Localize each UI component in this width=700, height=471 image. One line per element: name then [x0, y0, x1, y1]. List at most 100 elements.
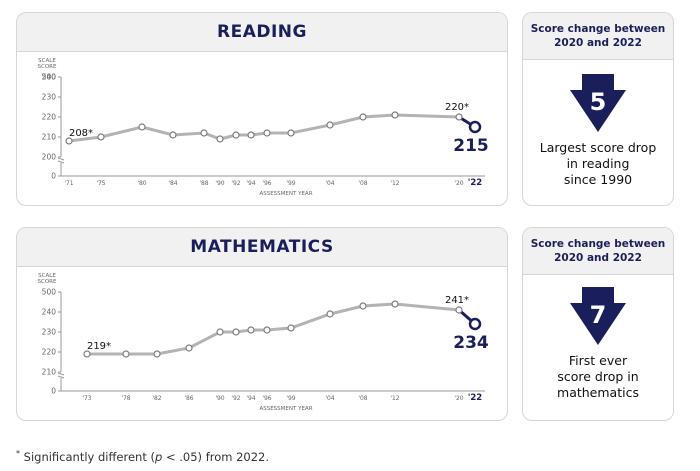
math-y-tick-label: 500 [42, 288, 57, 297]
math-label-prev: 241* [445, 295, 469, 306]
math-change-value: 7 [590, 301, 607, 329]
reading-data-point [263, 129, 271, 137]
math-y-tick-label: 230 [42, 328, 57, 337]
reading-x-tick-label: '94 [246, 180, 255, 187]
reading-x-tick-label: '20 [454, 180, 463, 187]
reading-data-point [359, 113, 367, 121]
math-data-point [391, 300, 399, 308]
reading-label-first: 208* [69, 128, 93, 139]
math-chart-panel: MATHEMATICS SCALE SCORE 0 210 220 230 240 500 '7… [16, 227, 508, 421]
math-axis-break-mark [57, 375, 65, 379]
reading-x-tick-label: '80 [137, 180, 146, 187]
math-y-tick-label: 0 [51, 387, 56, 396]
reading-y-tick-label: 200 [42, 153, 57, 162]
reading-change-header-line2: 2020 and 2022 [554, 37, 642, 49]
reading-x-tick-label: '92 [231, 180, 240, 187]
math-data-point [122, 350, 130, 358]
reading-y-tick-label: 210 [42, 133, 57, 142]
math-change-header-line1: Score change between [530, 238, 666, 250]
reading-change-header: Score change between 2020 and 2022 [523, 13, 673, 60]
reading-data-point [216, 135, 224, 143]
math-data-point [359, 302, 367, 310]
reading-y-tick-label: 230 [42, 93, 57, 102]
reading-data-point [169, 131, 177, 139]
reading-title: READING [217, 22, 307, 42]
reading-axis-break-mark [57, 157, 65, 161]
math-change-note: First ever score drop in mathematics [523, 353, 673, 401]
reading-data-point [455, 113, 463, 121]
math-x-tick-label: '12 [390, 395, 399, 402]
reading-series-line [68, 113, 460, 143]
math-data-point [287, 324, 295, 332]
reading-change-note: Largest score drop in reading since 1990 [523, 140, 673, 188]
reading-data-point [247, 131, 255, 139]
reading-data-point [326, 121, 334, 129]
reading-change-body: 5 Largest score drop in reading since 19… [523, 60, 673, 205]
reading-data-point [97, 133, 105, 141]
math-x-tick-label: '04 [325, 395, 334, 402]
reading-data-point-last [468, 120, 482, 134]
reading-label-prev: 220* [445, 102, 469, 113]
reading-xlabel: ASSESSMENT YEAR [259, 191, 312, 197]
math-data-point [232, 328, 240, 336]
math-note-line1: First ever [568, 353, 628, 368]
reading-panel-header: READING [17, 13, 507, 52]
math-x-tick-label: '82 [152, 395, 161, 402]
math-y-tick-label: 220 [42, 348, 57, 357]
reading-x-tick-label: '84 [168, 180, 177, 187]
reading-change-panel: Score change between 2020 and 2022 5 Lar… [522, 12, 674, 206]
reading-x-tick-label: '99 [286, 180, 295, 187]
reading-note-line1: Largest score drop [539, 140, 657, 155]
math-change-body: 7 First ever score drop in mathematics [523, 275, 673, 420]
reading-data-point [232, 131, 240, 139]
reading-label-last: 215 [453, 136, 489, 156]
math-label-first: 219* [87, 341, 111, 352]
math-axis-break-mark [57, 372, 65, 376]
math-data-point [326, 310, 334, 318]
reading-x-tick-label: '12 [390, 180, 399, 187]
footnote-pre: Significantly different ( [20, 449, 155, 464]
reading-data-point [287, 129, 295, 137]
math-data-point-last [468, 317, 482, 331]
math-x-tick-label: '22 [468, 393, 483, 403]
math-title: MATHEMATICS [190, 237, 334, 257]
footnote: * Significantly different (p < .05) from… [16, 449, 269, 464]
reading-x-tick-label: '71 [64, 180, 73, 187]
math-x-tick-label: '86 [184, 395, 193, 402]
math-data-point [455, 306, 463, 314]
reading-chart-panel: READING SCALE SCORE 0 200 210 220 230 240 500 '71… [16, 12, 508, 206]
reading-x-tick-label: '22 [468, 178, 483, 188]
math-x-tick-label: '99 [286, 395, 295, 402]
reading-y-tick-label: 220 [42, 113, 57, 122]
reading-y-tick-label: 240 [42, 73, 57, 82]
math-x-tick-label: '08 [358, 395, 367, 402]
math-label-last: 234 [453, 333, 489, 353]
math-x-tick-label: '73 [82, 395, 91, 402]
reading-x-tick-label: '04 [325, 180, 334, 187]
math-down-arrow-icon: 7 [568, 287, 628, 347]
math-ylabel-line2: SCORE [38, 279, 57, 285]
math-data-point [153, 350, 161, 358]
reading-ylabel-line1: SCALE [38, 58, 56, 64]
reading-data-point [391, 111, 399, 119]
reading-y-tick-label: 500 [42, 73, 57, 82]
math-data-point [216, 328, 224, 336]
reading-data-point [138, 123, 146, 131]
math-note-line3: mathematics [557, 385, 639, 400]
reading-note-line3: since 1990 [563, 172, 633, 187]
reading-x-tick-label: '88 [199, 180, 208, 187]
footnote-p: p [155, 449, 163, 464]
math-change-header-line2: 2020 and 2022 [554, 252, 642, 264]
reading-x-tick-label: '08 [358, 180, 367, 187]
math-data-point [247, 326, 255, 334]
math-series-line [87, 302, 460, 356]
reading-down-arrow-icon: 5 [568, 74, 628, 134]
math-x-tick-label: '20 [454, 395, 463, 402]
math-ylabel-line1: SCALE [38, 273, 56, 279]
math-y-tick-label: 210 [42, 368, 57, 377]
reading-ylabel-line2: SCORE [38, 64, 57, 70]
math-y-tick-label: 240 [42, 308, 57, 317]
math-x-tick-label: '94 [246, 395, 255, 402]
